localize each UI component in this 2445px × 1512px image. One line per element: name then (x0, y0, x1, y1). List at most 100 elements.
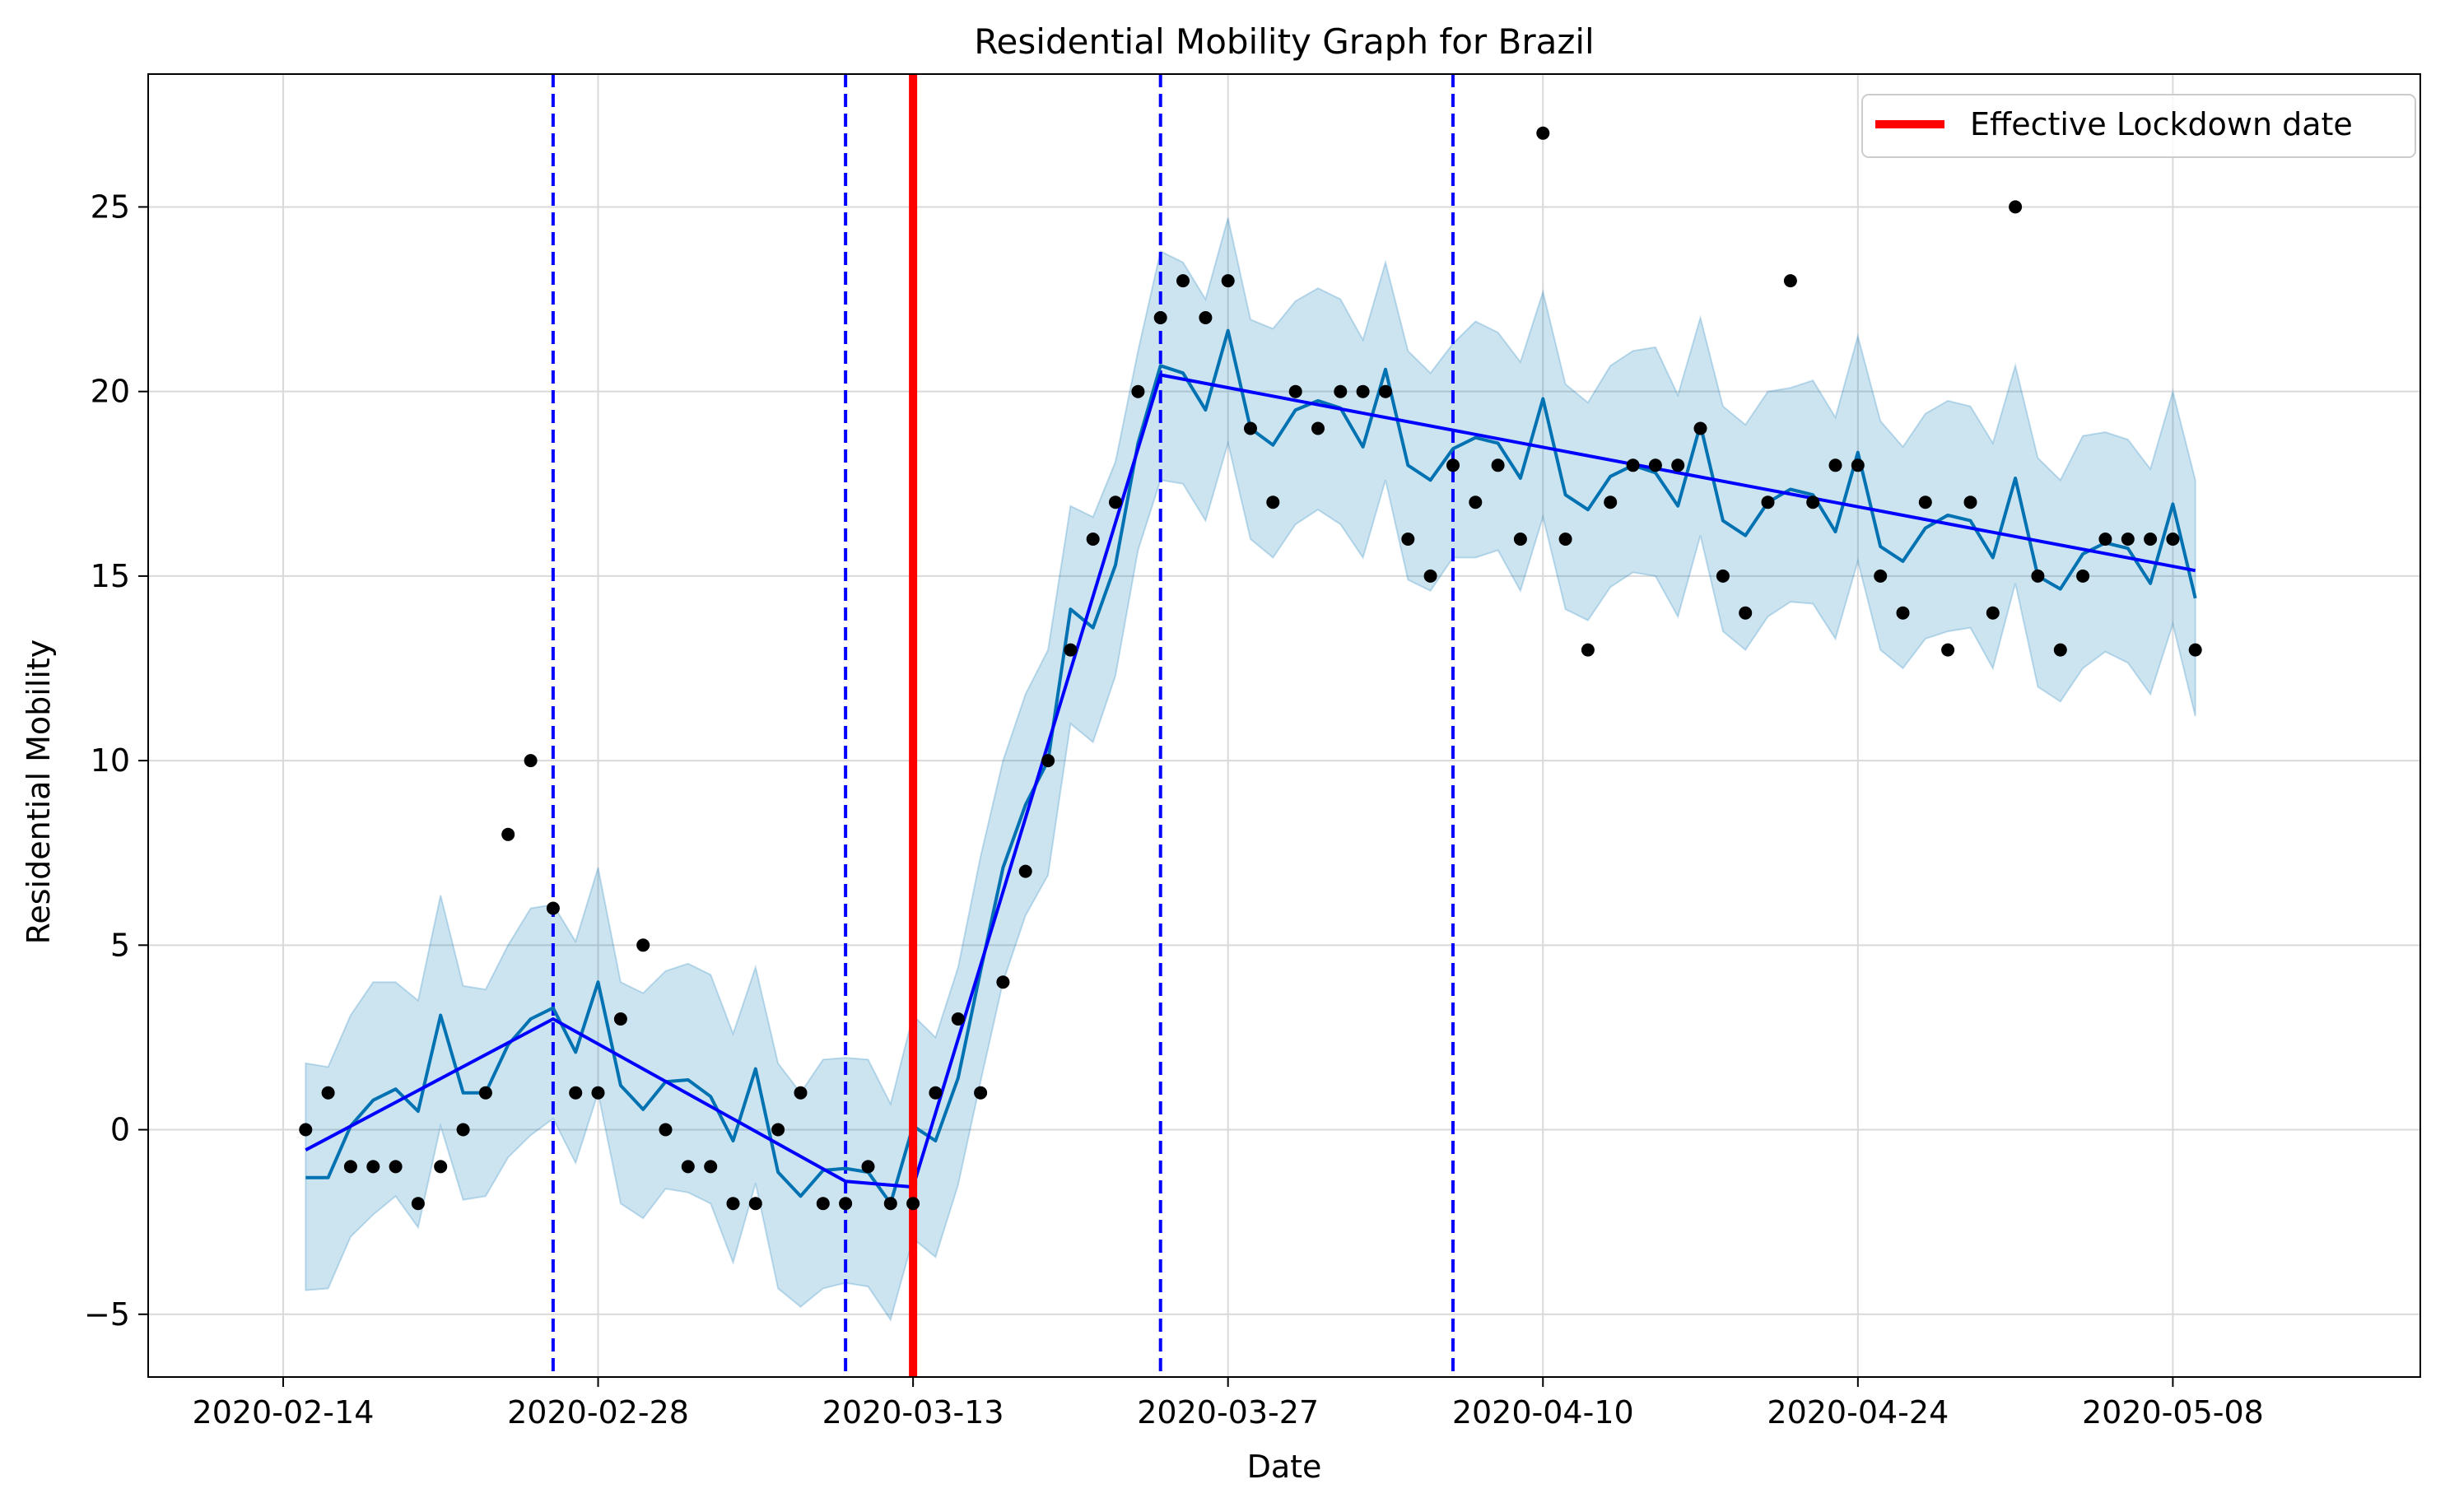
observed-point (1716, 569, 1730, 583)
x-tick-label: 2020-05-08 (2082, 1394, 2264, 1431)
observed-point (321, 1086, 335, 1100)
observed-point (613, 1012, 627, 1026)
observed-point (1558, 533, 1572, 546)
y-axis-ticks: −5 0 5 10 15 20 25 (84, 188, 148, 1333)
observed-point (1334, 384, 1348, 398)
x-tick-label: 2020-04-10 (1452, 1394, 1634, 1431)
observed-point (1604, 495, 1618, 509)
observed-point (996, 975, 1010, 989)
observed-point (1423, 569, 1437, 583)
observed-point (1109, 495, 1122, 509)
observed-point (1491, 458, 1505, 472)
observed-point (1244, 421, 1257, 435)
observed-point (1693, 421, 1707, 435)
y-axis-label: Residential Mobility (21, 640, 57, 945)
observed-point (1941, 643, 1955, 657)
legend-box (1861, 94, 2416, 158)
observed-point (1671, 458, 1685, 472)
observed-point (1739, 606, 1753, 620)
observed-point (2121, 533, 2135, 546)
observed-points (299, 126, 2202, 1211)
observed-point (1221, 274, 1235, 288)
observed-point (951, 1012, 965, 1026)
observed-point (1153, 311, 1167, 324)
observed-point (748, 1197, 762, 1211)
observed-point (2009, 200, 2023, 214)
plot-frame (147, 73, 2421, 1378)
observed-point (1379, 384, 1392, 398)
x-tick-label: 2020-03-27 (1137, 1394, 1319, 1431)
observed-point (929, 1086, 943, 1100)
observed-point (1806, 495, 1820, 509)
observed-point (1199, 311, 1213, 324)
y-tick-label: 0 (110, 1112, 130, 1148)
observed-point (1783, 274, 1797, 288)
observed-point (569, 1086, 583, 1100)
observed-point (1761, 495, 1775, 509)
observed-point (2188, 643, 2202, 657)
uncertainty-band-area (305, 217, 2196, 1322)
observed-point (411, 1197, 425, 1211)
observed-point (681, 1160, 695, 1174)
observed-point (1041, 754, 1055, 768)
observed-point (704, 1160, 718, 1174)
observed-point (1648, 458, 1662, 472)
observed-point (1874, 569, 1888, 583)
observed-point (1513, 533, 1527, 546)
y-tick-label: −5 (84, 1296, 130, 1333)
observed-point (974, 1086, 988, 1100)
observed-point (434, 1160, 448, 1174)
y-tick-label: 5 (110, 927, 130, 963)
observed-point (1918, 495, 1932, 509)
observed-point (2076, 569, 2090, 583)
observed-point (546, 901, 560, 915)
x-axis-label: Date (1247, 1449, 1322, 1485)
legend: Effective Lockdown date (1861, 94, 2416, 158)
observed-point (1896, 606, 1910, 620)
observed-point (1851, 458, 1865, 472)
x-axis-ticks: 2020-02-14 2020-02-28 2020-03-13 2020-03-27… (193, 1377, 2264, 1431)
observed-point (2098, 533, 2112, 546)
legend-lockdown-label: Effective Lockdown date (1970, 106, 2353, 142)
observed-point (524, 754, 538, 768)
observed-point (1018, 864, 1032, 878)
observed-point (456, 1123, 470, 1137)
y-tick-label: 10 (91, 742, 130, 779)
observed-point (1401, 533, 1415, 546)
observed-point (726, 1197, 740, 1211)
observed-point (478, 1086, 492, 1100)
observed-point (389, 1160, 403, 1174)
observed-point (1828, 458, 1842, 472)
y-tick-label: 25 (91, 188, 130, 225)
x-tick-label: 2020-03-13 (822, 1394, 1004, 1431)
observed-point (591, 1086, 605, 1100)
observed-point (299, 1123, 313, 1137)
observed-point (1986, 606, 2000, 620)
observed-point (1131, 384, 1145, 398)
observed-point (2144, 533, 2158, 546)
observed-point (906, 1197, 920, 1211)
observed-point (1356, 384, 1370, 398)
observed-point (839, 1197, 853, 1211)
observed-point (883, 1197, 897, 1211)
observed-point (501, 827, 515, 841)
observed-point (1064, 643, 1078, 657)
uncertainty-band (305, 217, 2196, 1322)
x-tick-label: 2020-02-28 (507, 1394, 689, 1431)
observed-point (343, 1160, 357, 1174)
observed-point (2053, 643, 2067, 657)
observed-point (1266, 495, 1280, 509)
observed-point (659, 1123, 673, 1137)
observed-point (1446, 458, 1460, 472)
observed-point (366, 1160, 380, 1174)
observed-point (1469, 495, 1483, 509)
observed-point (1626, 458, 1640, 472)
chart-title: Residential Mobility Graph for Brazil (974, 21, 1594, 62)
trend-line-group (305, 373, 2196, 1189)
observed-point (771, 1123, 785, 1137)
observed-point (1311, 421, 1325, 435)
observed-point (2166, 533, 2180, 546)
